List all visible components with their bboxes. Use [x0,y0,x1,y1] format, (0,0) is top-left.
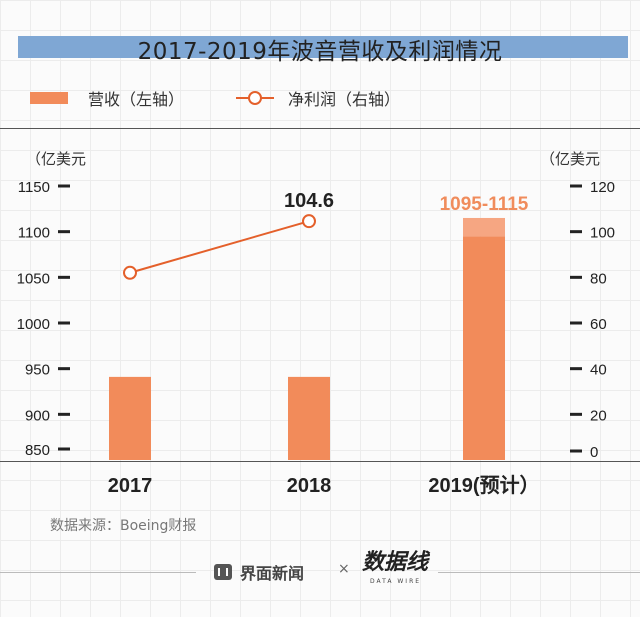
right-axis-tick-label: 100 [590,225,615,242]
right-axis-tick-label: 20 [590,407,607,424]
legend-bar-swatch [30,92,68,104]
right-axis-unit: （亿美元 [540,150,601,168]
partner-logo-sub: DATA WIRE [370,578,422,585]
right-axis-tick-label: 120 [590,179,615,196]
legend-line-swatch [236,91,274,105]
left-axis-unit: （亿美元 [26,150,87,168]
right-axis-tick-label: 80 [590,270,607,287]
profit-point [123,265,137,280]
source-note: 数据来源：Boeing财报 [50,518,197,534]
left-axis-tick-label: 950 [25,362,50,379]
profit-point [302,214,316,229]
right-axis-tick-label: 0 [590,444,598,461]
left-axis-tick-label: 1150 [18,179,50,196]
right-axis-tick-label: 40 [590,362,607,379]
left-axis-tick-label: 1100 [18,225,50,242]
legend-item-profit: 净利润（右轴） [236,86,400,110]
right-axis-tick-label: 60 [590,316,607,333]
revenue-bar [463,236,505,460]
chart-title: 2017-2019年波音营收及利润情况 [137,39,503,65]
footer-brand-name: 界面新闻 [240,564,305,583]
category-label: 2017 [108,475,153,497]
left-axis-tick-label: 1000 [17,316,50,333]
footer-line-right [438,572,640,573]
left-axis-tick-label: 900 [25,407,50,424]
header-divider [0,128,640,129]
category-label: 2018 [287,475,332,497]
revenue-bar [109,376,151,460]
revenue-range-bar [463,217,505,237]
chart-baseline [0,461,640,462]
legend-label-profit: 净利润（右轴） [288,90,401,109]
legend-item-revenue: 营收（左轴） [30,86,184,110]
category-label: 2019(预计） [428,474,539,497]
profit-line [129,220,310,274]
footer-brand: 界面新闻 [214,560,304,584]
revenue-range-label: 1095-1115 [440,194,529,215]
legend-label-revenue: 营收（左轴） [88,90,185,109]
title-band [18,36,628,58]
revenue-bar [288,376,330,460]
footer-separator: × [338,561,350,577]
left-axis-tick-label: 1050 [17,270,50,287]
profit-data-label: 104.6 [284,190,334,212]
left-axis-tick-label: 850 [25,442,50,459]
brand-icon [214,564,232,580]
partner-logo: 数据线 [362,550,429,575]
footer-line-left [0,572,196,573]
